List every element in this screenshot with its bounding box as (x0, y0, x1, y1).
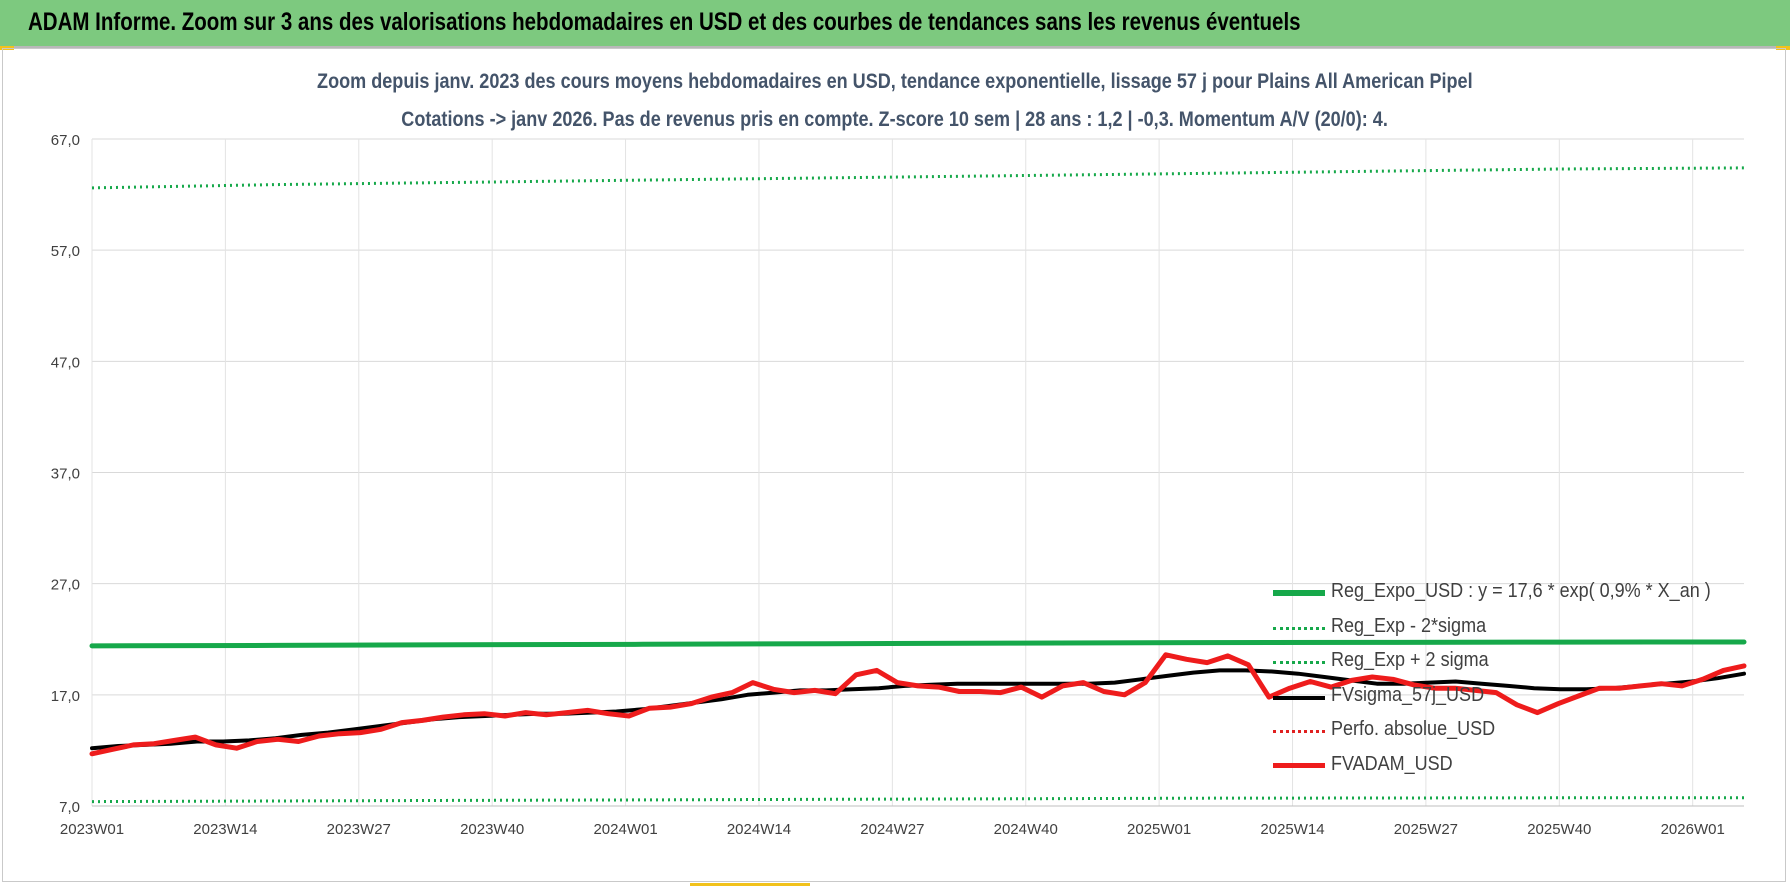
report-banner: ADAM Informe. Zoom sur 3 ans des valoris… (0, 0, 1790, 48)
legend-item-reg-exp-plus: Reg_Exp + 2 sigma (1273, 647, 1773, 682)
chart-title-line-1-text: Zoom depuis janv. 2023 des cours moyens … (317, 70, 1473, 93)
report-title: ADAM Informe. Zoom sur 3 ans des valoris… (28, 8, 1301, 36)
y-tick-label: 7,0 (59, 799, 80, 816)
x-tick-label: 2024W27 (860, 821, 924, 838)
legend-swatch-reg-exp-plus (1273, 661, 1325, 664)
series-lines (89, 166, 1747, 804)
x-tick-label: 2024W14 (727, 821, 791, 838)
legend-label-reg-exp-plus: Reg_Exp + 2 sigma (1331, 649, 1489, 671)
x-axis-labels: 2023W01 2023W14 2023W27 2023W40 2024W01 2024W… (60, 821, 1725, 838)
x-tick-label: 2023W27 (327, 821, 391, 838)
legend-item-fvsigma: FVsigma_57j_USD (1273, 682, 1773, 717)
y-tick-label: 17,0 (51, 688, 80, 705)
y-tick-label: 37,0 (51, 466, 80, 483)
x-tick-label: 2025W14 (1260, 821, 1324, 838)
y-tick-label: 27,0 (51, 577, 80, 594)
legend-label-reg-expo: Reg_Expo_USD : y = 17,6 * exp( 0,9% * X_… (1331, 580, 1711, 602)
legend-swatch-fvadam (1273, 762, 1325, 768)
legend-item-reg-expo: Reg_Expo_USD : y = 17,6 * exp( 0,9% * X_… (1273, 578, 1773, 613)
legend-swatch-reg-expo (1273, 590, 1325, 596)
x-tick-label: 2023W40 (460, 821, 524, 838)
x-tick-label: 2025W40 (1527, 821, 1591, 838)
x-tick-label: 2024W01 (593, 821, 657, 838)
chart-frame (2, 48, 1786, 882)
legend-item-reg-exp-minus: Reg_Exp - 2*sigma (1273, 613, 1773, 648)
chart-title-line-1: Zoom depuis janv. 2023 des cours moyens … (0, 70, 1790, 94)
x-tick-label: 2023W14 (193, 821, 257, 838)
y-tick-label: 47,0 (51, 354, 80, 371)
legend-label-fvsigma: FVsigma_57j_USD (1331, 683, 1485, 706)
series-line-5 (89, 652, 1747, 757)
legend-label-reg-exp-minus: Reg_Exp - 2*sigma (1331, 614, 1487, 637)
x-tick-label: 2024W40 (994, 821, 1058, 838)
chart-title-line-2-text: Cotations -> janv 2026. Pas de revenus p… (401, 108, 1389, 131)
x-tick-label: 2026W01 (1661, 821, 1725, 838)
legend-label-fvadam: FVADAM_USD (1331, 752, 1453, 775)
y-tick-label: 67,0 (51, 132, 80, 149)
x-tick-label: 2025W01 (1127, 821, 1191, 838)
series-line-1 (91, 796, 1745, 804)
x-tick-label: 2023W01 (60, 821, 124, 838)
legend-swatch-fvsigma (1273, 695, 1325, 700)
x-tick-label: 2025W27 (1394, 821, 1458, 838)
legend-item-perfo: Perfo. absolue_USD (1273, 716, 1773, 751)
legend-item-fvadam: FVADAM_USD (1273, 751, 1773, 786)
chart-title-line-2: Cotations -> janv 2026. Pas de revenus p… (0, 108, 1790, 132)
legend-label-perfo: Perfo. absolue_USD (1331, 718, 1496, 740)
chart-legend: Reg_Expo_USD : y = 17,6 * exp( 0,9% * X_… (1273, 578, 1773, 785)
legend-swatch-perfo (1273, 730, 1325, 733)
y-tick-label: 57,0 (51, 243, 80, 260)
legend-swatch-reg-exp-minus (1273, 626, 1325, 630)
series-line-2 (91, 166, 1745, 190)
y-axis-labels: 67,0 57,0 47,0 37,0 27,0 17,0 7,0 (51, 132, 80, 816)
series-line-0 (89, 639, 1747, 649)
bottom-marker (690, 883, 810, 886)
